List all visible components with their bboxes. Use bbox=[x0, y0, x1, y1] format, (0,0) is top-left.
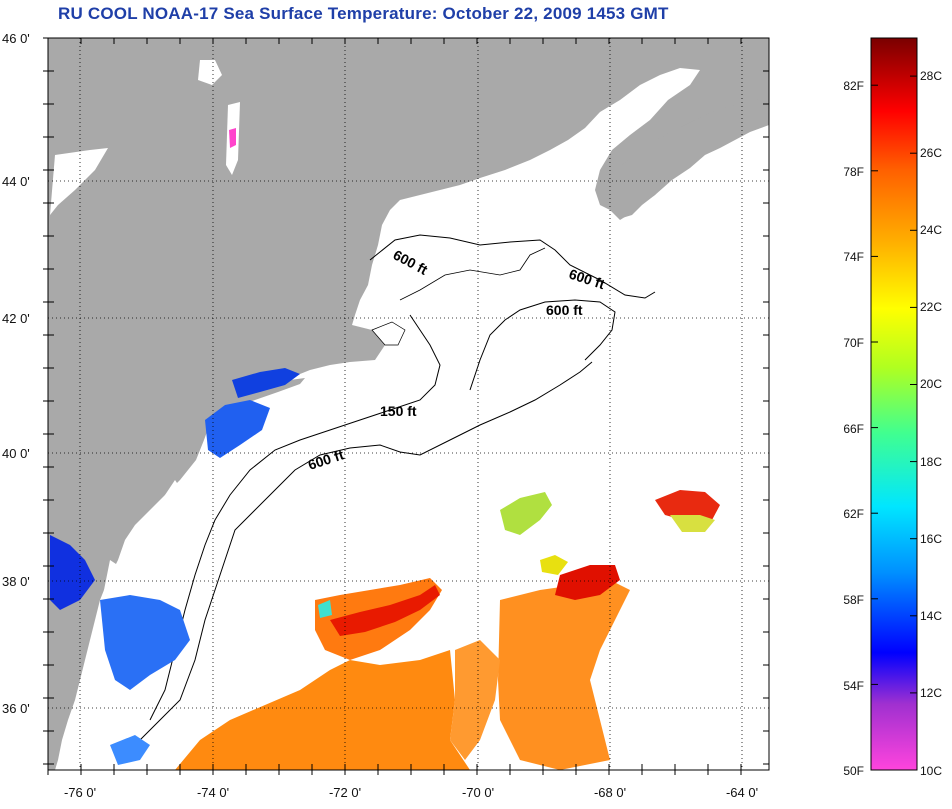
cb-c-14: 14C bbox=[920, 609, 942, 623]
cb-c-26: 26C bbox=[920, 146, 942, 160]
lat-label-36: 36 0' bbox=[2, 701, 30, 716]
cb-c-10: 10C bbox=[920, 764, 942, 778]
cb-f-54: 54F bbox=[843, 679, 864, 693]
lake bbox=[198, 60, 222, 85]
sst-far-east-fringe bbox=[670, 515, 715, 532]
cb-f-78: 78F bbox=[843, 165, 864, 179]
sst-slope-yellow bbox=[540, 555, 568, 575]
land-mainland bbox=[48, 38, 769, 770]
water-delaware-bay bbox=[150, 480, 185, 560]
colorbar-fahrenheit-labels: 82F 78F 74F 70F 66F 62F 58F 54F 50F bbox=[843, 79, 864, 778]
contour-label-150ft: 150 ft bbox=[380, 403, 417, 419]
cb-c-24: 24C bbox=[920, 223, 942, 237]
lon-label-70: -70 0' bbox=[462, 785, 494, 800]
sst-coastal-nj bbox=[205, 400, 270, 458]
sst-far-east bbox=[655, 490, 720, 522]
land-cape-cod bbox=[371, 321, 406, 346]
cb-f-70: 70F bbox=[843, 336, 864, 350]
land-nova-scotia bbox=[610, 98, 769, 218]
sst-slope-green bbox=[500, 492, 552, 535]
cb-c-20: 20C bbox=[920, 377, 942, 391]
colorbar-tick-marks bbox=[871, 75, 917, 771]
lon-label-64: -64 0' bbox=[726, 785, 758, 800]
lon-label-76: -76 0' bbox=[64, 785, 96, 800]
contour-label-600ft-georges: 600 ft bbox=[546, 302, 583, 318]
lake-champlain-region bbox=[50, 148, 108, 215]
sst-delmarva bbox=[100, 595, 190, 690]
sst-chesapeake-mouth bbox=[50, 535, 95, 610]
contour-inner bbox=[399, 247, 546, 301]
colorbar-celsius-labels: 28C 26C 24C 22C 20C 18C 16C 14C 12C 10C bbox=[920, 69, 942, 778]
sst-warm-core-ring-hot bbox=[330, 585, 440, 636]
cb-c-28: 28C bbox=[920, 69, 942, 83]
lat-label-38: 38 0' bbox=[2, 574, 30, 589]
contour-georges bbox=[469, 299, 616, 391]
sst-nc-coast bbox=[110, 735, 150, 765]
cb-f-82: 82F bbox=[843, 79, 864, 93]
map-frame bbox=[47, 37, 770, 771]
lat-label-46: 46 0' bbox=[2, 31, 30, 46]
sst-edge-cyan bbox=[318, 600, 332, 618]
cb-f-58: 58F bbox=[843, 593, 864, 607]
contour-600ft bbox=[119, 361, 593, 761]
cb-f-74: 74F bbox=[843, 250, 864, 264]
sst-east-hot bbox=[555, 565, 620, 600]
cb-c-18: 18C bbox=[920, 455, 942, 469]
sst-gulf-stream-main bbox=[175, 650, 470, 770]
cb-f-50: 50F bbox=[843, 764, 864, 778]
sst-long-island-sound bbox=[232, 368, 300, 398]
cb-f-66: 66F bbox=[843, 422, 864, 436]
lon-label-74: -74 0' bbox=[197, 785, 229, 800]
lon-label-68: -68 0' bbox=[594, 785, 626, 800]
lat-label-42: 42 0' bbox=[2, 311, 30, 326]
lat-label-44: 44 0' bbox=[2, 174, 30, 189]
latitude-labels: 36 0' 38 0' 40 0' 42 0' 44 0' 46 0' bbox=[2, 31, 30, 716]
colorbar bbox=[870, 37, 918, 771]
sst-offshore-warm bbox=[450, 640, 500, 760]
cb-c-12: 12C bbox=[920, 686, 942, 700]
longitude-labels: -76 0' -74 0' -72 0' -70 0' -68 0' -64 0… bbox=[64, 785, 758, 800]
lat-label-40: 40 0' bbox=[2, 446, 30, 461]
cb-c-16: 16C bbox=[920, 532, 942, 546]
cb-c-22: 22C bbox=[920, 300, 942, 314]
map-graticule bbox=[48, 38, 769, 770]
lon-label-72: -72 0' bbox=[329, 785, 361, 800]
frame-tick-marks bbox=[43, 37, 769, 775]
contour-150ft bbox=[149, 314, 441, 721]
sst-east-warm bbox=[498, 580, 630, 770]
contour-gulf-maine bbox=[369, 234, 656, 299]
sst-magenta-lake bbox=[229, 128, 236, 148]
cb-f-62: 62F bbox=[843, 507, 864, 521]
map-title: RU COOL NOAA-17 Sea Surface Temperature:… bbox=[58, 4, 669, 23]
